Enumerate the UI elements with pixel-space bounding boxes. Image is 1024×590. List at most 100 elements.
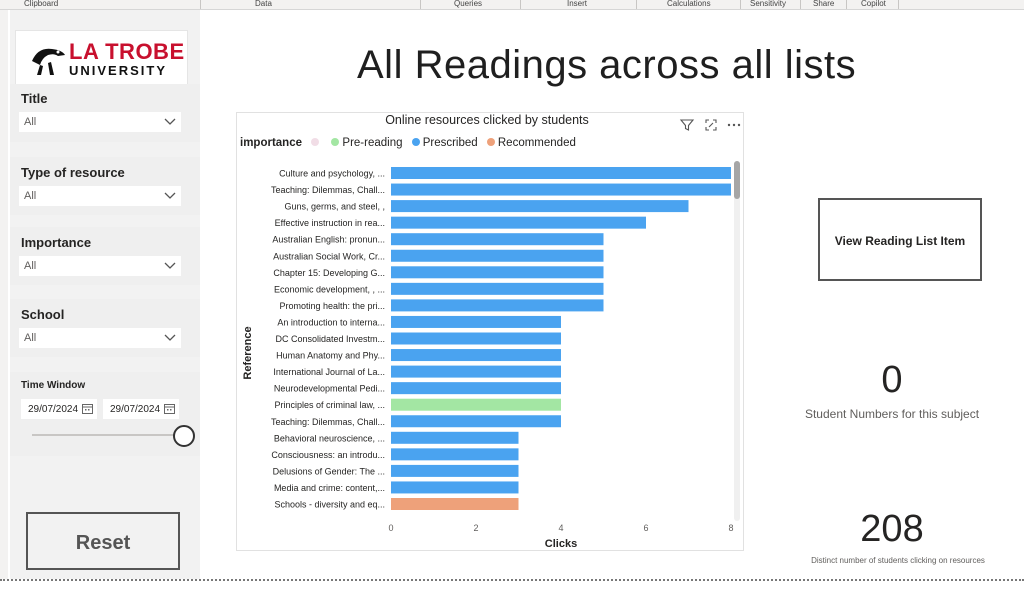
category-label: Human Anatomy and Phy... xyxy=(276,351,385,361)
bar[interactable] xyxy=(391,431,519,444)
bar[interactable] xyxy=(391,200,689,213)
slicer-type-label: Type of resource xyxy=(21,165,125,180)
bar[interactable] xyxy=(391,266,604,279)
slicer-title-value: All xyxy=(24,116,37,128)
ribbon-group-insert: Insert xyxy=(567,0,588,8)
ribbon-group-calculations: Calculations xyxy=(667,0,711,8)
end-date-value: 29/07/2024 xyxy=(110,404,161,415)
ribbon-group-copilot: Copilot xyxy=(861,0,886,8)
time-slider-handle[interactable] xyxy=(173,425,195,447)
bar[interactable] xyxy=(391,183,731,196)
slicer-importance-dropdown[interactable]: All xyxy=(19,256,181,276)
bar[interactable] xyxy=(391,365,561,378)
category-label: Teaching: Dilemmas, Chall... xyxy=(271,185,385,195)
view-reading-list-item-label: View Reading List Item xyxy=(834,234,966,248)
bar[interactable] xyxy=(391,167,731,179)
legend-item-pre-reading[interactable]: Pre-reading xyxy=(325,137,403,149)
slicer-type-value: All xyxy=(24,190,37,202)
category-label: Promoting health: the pri... xyxy=(279,301,385,311)
y-axis-title: Reference xyxy=(242,326,254,379)
category-label: Schools - diversity and eq... xyxy=(274,500,385,510)
category-label: Teaching: Dilemmas, Chall... xyxy=(271,417,385,427)
scrollbar-track[interactable] xyxy=(734,161,740,521)
reset-button-label: Reset xyxy=(75,532,131,554)
bar[interactable] xyxy=(391,249,604,262)
start-date-value: 29/07/2024 xyxy=(28,404,79,415)
more-options-icon[interactable] xyxy=(726,117,742,133)
reset-button[interactable]: Reset xyxy=(26,512,180,570)
x-tick-label: 4 xyxy=(558,523,563,533)
bar[interactable] xyxy=(391,299,604,312)
legend-label: Prescribed xyxy=(422,137,478,149)
bar[interactable] xyxy=(391,398,561,411)
slicer-importance-block: Importance All xyxy=(10,227,200,285)
page-title: All Readings across all lists xyxy=(357,43,857,87)
ribbon-group-sensitivity: Sensitivity xyxy=(750,0,787,8)
bar[interactable] xyxy=(391,216,646,229)
chart-plot-area: Culture and psychology, ... Teaching: Dil… xyxy=(242,161,740,550)
chevron-down-icon xyxy=(164,262,176,269)
bar[interactable] xyxy=(391,233,604,246)
bar[interactable] xyxy=(391,464,519,477)
filter-icon[interactable] xyxy=(679,117,695,133)
bar[interactable] xyxy=(391,498,519,510)
legend-item-recommended[interactable]: Recommended xyxy=(481,137,576,149)
slicer-type-dropdown[interactable]: All xyxy=(19,186,181,206)
bar[interactable] xyxy=(391,349,561,362)
legend-swatch xyxy=(311,138,320,146)
legend-swatch xyxy=(486,138,495,146)
ribbon-group-queries: Queries xyxy=(454,0,483,8)
category-label: Delusions of Gender: The ... xyxy=(273,466,385,476)
legend-item-prescribed[interactable]: Prescribed xyxy=(406,137,478,149)
slicer-importance-label: Importance xyxy=(21,235,92,250)
logo-text-la-trobe: LA TROBE xyxy=(69,39,185,64)
category-label: Effective instruction in rea... xyxy=(275,218,385,228)
time-slider-track[interactable] xyxy=(32,434,176,436)
category-label: Behavioral neuroscience, ... xyxy=(274,433,385,443)
calendar-icon[interactable] xyxy=(163,402,176,415)
slicer-time-window-label: Time Window xyxy=(21,380,86,391)
calendar-icon[interactable] xyxy=(81,402,94,415)
category-label: Chapter 15: Developing G... xyxy=(273,268,385,278)
chevron-down-icon xyxy=(164,192,176,199)
bar[interactable] xyxy=(391,448,519,461)
left-edge-strip xyxy=(0,10,8,582)
slicer-school-dropdown[interactable]: All xyxy=(19,328,181,348)
ribbon-group-clipboard: Clipboard xyxy=(24,0,59,8)
focus-mode-icon[interactable] xyxy=(703,117,719,133)
chevron-down-icon xyxy=(164,334,176,341)
bar[interactable] xyxy=(391,282,604,295)
bar[interactable] xyxy=(391,315,561,328)
category-label: Economic development, , ... xyxy=(274,284,385,294)
bar[interactable] xyxy=(391,332,561,345)
category-label: Principles of criminal law, ... xyxy=(274,400,385,410)
bar[interactable] xyxy=(391,382,561,395)
category-label: An introduction to interna... xyxy=(277,317,385,327)
category-label: Neurodevelopmental Pedi... xyxy=(274,384,385,394)
category-label: Culture and psychology, ... xyxy=(279,169,385,179)
legend-label: Recommended xyxy=(497,137,576,149)
scrollbar-thumb[interactable] xyxy=(734,161,740,199)
legend-swatch xyxy=(331,138,340,146)
ribbon: Clipboard Data Queries Insert Calculatio… xyxy=(0,0,1024,10)
legend-label: Pre-reading xyxy=(342,137,403,149)
distinct-students-label: Distinct number of students clicking on … xyxy=(811,556,985,565)
bar[interactable] xyxy=(391,415,561,428)
slicer-title-dropdown[interactable]: All xyxy=(19,112,181,132)
logo-text-university: UNIVERSITY xyxy=(69,63,168,78)
view-reading-list-item-button[interactable]: View Reading List Item xyxy=(818,198,982,281)
legend-item-blank[interactable] xyxy=(305,137,322,149)
category-label: Guns, germs, and steel, , xyxy=(284,202,385,212)
category-label: Australian Social Work, Cr... xyxy=(273,251,385,261)
slicer-school-value: All xyxy=(24,332,37,344)
bar-chart-visual[interactable]: Online resources clicked by students imp… xyxy=(236,112,744,551)
bar[interactable] xyxy=(391,481,519,494)
slicer-title-block: Title All xyxy=(10,84,200,142)
logo-emblem-icon xyxy=(32,48,65,75)
chart-legend: importance Pre-reading Prescribed Recomm… xyxy=(240,137,576,149)
end-date-input[interactable]: 29/07/2024 xyxy=(103,399,179,419)
start-date-input[interactable]: 29/07/2024 xyxy=(21,399,97,419)
slicer-school-block: School All xyxy=(10,299,200,357)
slicer-importance-value: All xyxy=(24,260,37,272)
category-label: DC Consolidated Investm... xyxy=(275,334,385,344)
